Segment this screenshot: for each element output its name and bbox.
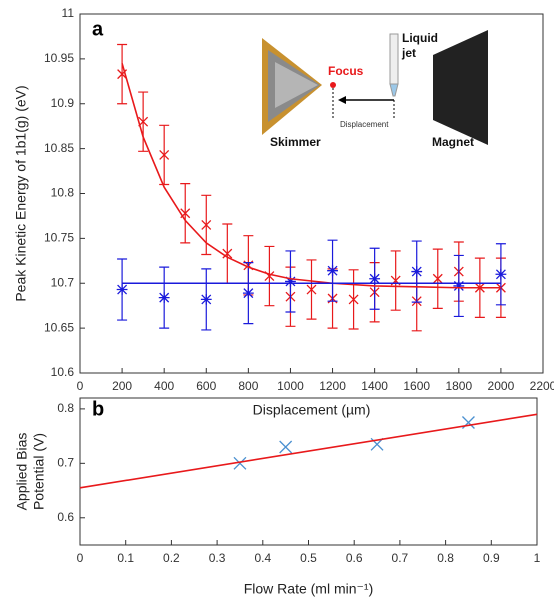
data-point <box>116 284 128 295</box>
x-tick-label: 1200 <box>319 379 346 393</box>
annotation: Skimmer <box>270 135 321 149</box>
x-tick-label: 0 <box>77 379 84 393</box>
data-point <box>222 248 233 259</box>
x-tick-label: 2200 <box>530 379 554 393</box>
x-tick-label: 0.4 <box>254 551 271 565</box>
x-tick-label: 400 <box>154 379 174 393</box>
data-point <box>200 294 212 305</box>
x-tick-label: 1400 <box>361 379 388 393</box>
series <box>233 416 475 470</box>
y-tick-label: 10.65 <box>44 320 74 334</box>
data-point <box>233 456 247 470</box>
y-tick-label: 0.6 <box>57 510 74 524</box>
annotation: Liquid <box>402 31 438 45</box>
data-point <box>453 280 465 292</box>
data-point <box>242 287 254 299</box>
series <box>121 63 501 289</box>
series <box>79 413 538 489</box>
x-tick-label: 1 <box>534 551 541 565</box>
y-tick-label: 11 <box>62 6 75 20</box>
data-point <box>159 149 170 160</box>
panel-label: a <box>92 18 104 40</box>
data-point <box>327 265 338 277</box>
data-point <box>495 268 507 280</box>
annotation: Focus <box>328 64 364 78</box>
annotation: jet <box>401 46 416 60</box>
x-tick-label: 0.1 <box>117 551 134 565</box>
x-tick-label: 800 <box>238 379 258 393</box>
data-point <box>279 440 293 454</box>
x-tick-label: 200 <box>112 379 132 393</box>
y-tick-label: 10.6 <box>51 365 75 379</box>
y-tick-label: 10.75 <box>44 231 74 245</box>
y-tick-label: 10.85 <box>44 141 74 155</box>
x-axis-label: Displacement (µm) <box>253 402 371 418</box>
plot-frame <box>79 397 538 546</box>
x-tick-label: 1600 <box>403 379 430 393</box>
y-tick-label: 10.95 <box>44 51 74 65</box>
y-axis-label: Applied Bias <box>14 433 30 511</box>
annotation: Displacement <box>340 120 389 129</box>
x-tick-label: 0.6 <box>346 551 363 565</box>
panel-label: b <box>92 398 104 420</box>
x-tick-label: 0.9 <box>483 551 500 565</box>
data-point <box>306 284 317 295</box>
x-tick-label: 600 <box>196 379 216 393</box>
data-point <box>285 276 296 287</box>
x-axis-label: Flow Rate (ml min⁻¹) <box>244 581 374 597</box>
x-tick-label: 1000 <box>277 379 304 393</box>
x-tick-label: 0 <box>77 551 84 565</box>
x-tick-label: 0.3 <box>209 551 226 565</box>
y-tick-label: 10.7 <box>51 275 75 289</box>
inset-diagram: Focus Displacement Skimmer Liquid jet Ma… <box>262 30 488 149</box>
y-tick-label: 10.8 <box>51 186 75 200</box>
y-axis-label: Potential (V) <box>31 433 47 510</box>
fit-line <box>79 413 538 489</box>
y-axis-label: Peak Kinetic Energy of 1b1(g) (eV) <box>13 85 29 301</box>
data-point <box>411 266 423 277</box>
y-tick-label: 0.7 <box>57 456 74 470</box>
data-point <box>432 273 443 284</box>
annotation: Magnet <box>432 135 474 149</box>
x-tick-label: 0.5 <box>300 551 317 565</box>
x-tick-label: 0.8 <box>437 551 454 565</box>
data-point <box>201 219 212 230</box>
y-tick-label: 10.9 <box>51 96 75 110</box>
x-tick-label: 0.2 <box>163 551 180 565</box>
x-tick-label: 0.7 <box>392 551 409 565</box>
data-point <box>369 273 381 285</box>
x-tick-label: 2000 <box>488 379 515 393</box>
series <box>116 239 507 331</box>
data-point <box>348 294 359 305</box>
data-point <box>158 292 170 304</box>
series <box>117 43 506 332</box>
y-tick-label: 0.8 <box>57 401 74 415</box>
x-tick-label: 1800 <box>445 379 472 393</box>
fit-line <box>121 63 501 289</box>
